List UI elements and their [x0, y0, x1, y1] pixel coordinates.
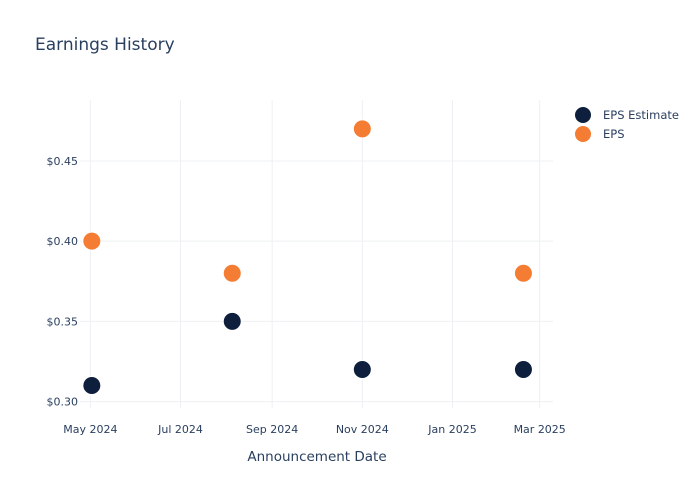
legend-label: EPS: [603, 127, 625, 141]
x-tick-label: Jul 2024: [157, 423, 203, 436]
legend-marker: [575, 107, 591, 123]
y-tick-label: $0.45: [47, 155, 79, 168]
legend-marker: [575, 126, 591, 142]
y-tick-label: $0.30: [47, 396, 79, 409]
grid-layer: [80, 100, 553, 408]
legend[interactable]: EPS Estimate EPS: [575, 107, 679, 142]
eps-point[interactable]: [82, 231, 102, 251]
eps-point[interactable]: [352, 119, 372, 139]
x-tick-label: Sep 2024: [246, 423, 298, 436]
eps-estimate-point[interactable]: [513, 360, 533, 379]
x-tick-label: May 2024: [63, 423, 117, 436]
y-tick-labels: $0.30 $0.35 $0.40 $0.45: [47, 155, 79, 409]
x-tick-label: Mar 2025: [514, 423, 566, 436]
y-tick-label: $0.35: [47, 315, 79, 328]
legend-item-eps-estimate[interactable]: EPS Estimate: [575, 107, 679, 123]
y-tick-label: $0.40: [47, 235, 79, 248]
chart-title: Earnings History: [35, 35, 175, 55]
x-axis-title: Announcement Date: [247, 449, 386, 465]
x-tick-label: Nov 2024: [336, 423, 389, 436]
legend-item-eps[interactable]: EPS: [575, 126, 625, 142]
eps-point[interactable]: [222, 263, 242, 283]
x-tick-labels: May 2024 Jul 2024 Sep 2024 Nov 2024 Jan 2025…: [63, 423, 566, 436]
legend-label: EPS Estimate: [603, 108, 679, 122]
data-points: [82, 119, 533, 396]
eps-estimate-point[interactable]: [222, 311, 242, 331]
eps-estimate-point[interactable]: [82, 376, 102, 396]
x-tick-label: Jan 2025: [427, 423, 476, 436]
eps-point[interactable]: [513, 263, 533, 283]
eps-estimate-point[interactable]: [352, 360, 372, 379]
